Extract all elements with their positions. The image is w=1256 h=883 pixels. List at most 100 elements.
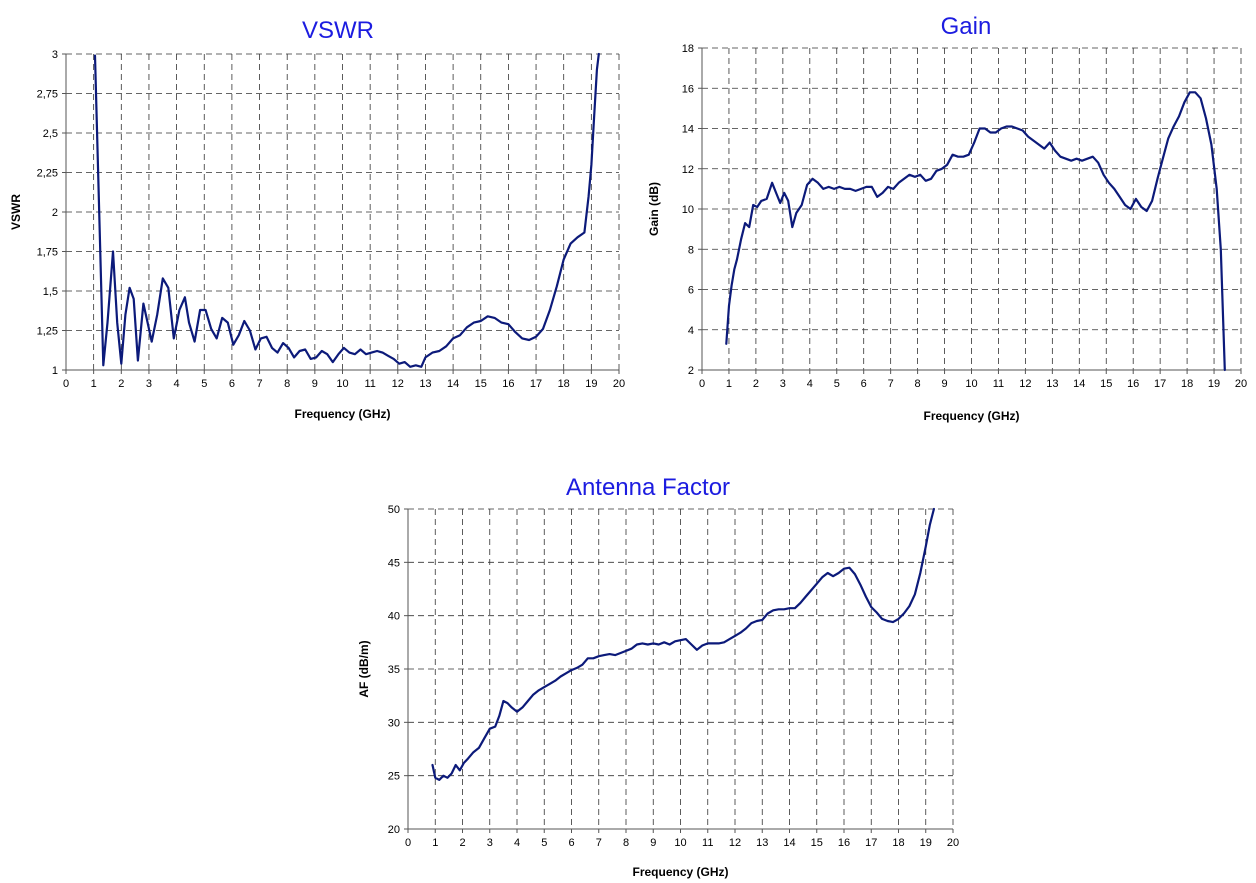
- x-tick-label: 6: [229, 378, 235, 390]
- x-tick-label: 2: [459, 837, 465, 849]
- x-tick-label: 20: [613, 378, 625, 390]
- y-axis-label: Gain (dB): [647, 182, 661, 236]
- x-tick-label: 15: [475, 378, 487, 390]
- y-tick-label: 40: [388, 611, 400, 623]
- x-tick-label: 11: [702, 837, 713, 849]
- x-tick-label: 2: [118, 378, 124, 390]
- y-tick-label: 8: [688, 244, 694, 256]
- x-tick-label: 11: [364, 378, 375, 390]
- x-axis-label: Frequency (GHz): [923, 409, 1019, 423]
- x-tick-label: 9: [312, 378, 318, 390]
- x-tick-label: 10: [336, 378, 348, 390]
- x-tick-label: 19: [920, 837, 932, 849]
- chart-title: VSWR: [302, 17, 374, 44]
- y-tick-label: 2,75: [37, 89, 58, 101]
- x-tick-label: 16: [502, 378, 514, 390]
- x-tick-label: 4: [514, 837, 520, 849]
- x-tick-label: 15: [1100, 378, 1112, 390]
- y-tick-label: 12: [682, 164, 694, 176]
- y-tick-label: 2: [688, 365, 694, 377]
- gain-chart: Gain 0 1 2 3 4 5 6 7 8 9 10 11 12 13 14 15 16 17 18 19 20 2 4 6 8…: [640, 0, 1256, 430]
- series-line: [93, 52, 600, 368]
- x-tick-label: 10: [965, 378, 977, 390]
- x-tick-label: 6: [861, 378, 867, 390]
- x-tick-label: 18: [892, 837, 904, 849]
- x-tick-label: 12: [1019, 378, 1031, 390]
- y-tick-label: 10: [682, 204, 694, 216]
- chart-title: Gain: [941, 13, 992, 40]
- x-tick-label: 8: [623, 837, 629, 849]
- x-tick-label: 17: [530, 378, 542, 390]
- y-tick-label: 1: [52, 365, 58, 377]
- x-tick-label: 13: [1046, 378, 1058, 390]
- x-tick-label: 6: [568, 837, 574, 849]
- x-tick-label: 14: [783, 837, 795, 849]
- x-tick-label: 18: [558, 378, 570, 390]
- y-tick-label: 35: [388, 664, 400, 676]
- gridlines: [66, 53, 620, 370]
- x-tick-label: 2: [753, 378, 759, 390]
- x-tick-label: 4: [807, 378, 813, 390]
- x-tick-label: 0: [699, 378, 705, 390]
- gridlines: [702, 47, 1242, 370]
- y-axis-label: AF (dB/m): [357, 640, 371, 697]
- x-tick-label: 12: [392, 378, 404, 390]
- x-tick-label: 1: [91, 378, 97, 390]
- gridlines: [408, 508, 954, 829]
- x-tick-label: 5: [201, 378, 207, 390]
- x-tick-label: 0: [63, 378, 69, 390]
- vswr-chart: VSWR 0 1 2 3 4 5 6 7 8 9 10 11 12 13 14 15 16 17 18 19 20 1 1,2…: [0, 0, 632, 430]
- y-tick-label: 18: [682, 43, 694, 55]
- y-tick-label: 2: [52, 207, 58, 219]
- y-tick-label: 14: [682, 124, 694, 136]
- x-tick-label: 16: [838, 837, 850, 849]
- x-tick-label: 20: [1235, 378, 1247, 390]
- y-tick-label: 1,75: [37, 247, 58, 259]
- x-tick-label: 11: [993, 378, 1004, 390]
- x-axis-label: Frequency (GHz): [632, 865, 728, 879]
- y-tick-label: 16: [682, 83, 694, 95]
- x-tick-label: 10: [674, 837, 686, 849]
- x-tick-label: 8: [915, 378, 921, 390]
- x-tick-label: 4: [174, 378, 180, 390]
- x-tick-label: 12: [729, 837, 741, 849]
- y-tick-label: 2,25: [37, 168, 58, 180]
- x-tick-label: 5: [834, 378, 840, 390]
- x-tick-label: 7: [256, 378, 262, 390]
- y-tick-label: 30: [388, 717, 400, 729]
- x-tick-label: 8: [284, 378, 290, 390]
- x-tick-label: 0: [405, 837, 411, 849]
- y-tick-label: 6: [688, 285, 694, 297]
- x-tick-label: 9: [650, 837, 656, 849]
- y-tick-label: 3: [52, 49, 58, 61]
- x-tick-label: 20: [947, 837, 959, 849]
- y-tick-label: 1,25: [37, 326, 58, 338]
- x-tick-label: 14: [447, 378, 459, 390]
- x-tick-label: 13: [419, 378, 431, 390]
- af-chart: Antenna Factor 0 1 2 3 4 5 6 7 8 9 10 11 12 13 14 15 16 17…: [340, 460, 980, 883]
- y-axis-label: VSWR: [9, 194, 23, 230]
- y-tick-label: 20: [388, 824, 400, 836]
- x-tick-label: 19: [585, 378, 597, 390]
- x-tick-label: 3: [780, 378, 786, 390]
- x-tick-label: 3: [146, 378, 152, 390]
- x-tick-label: 9: [941, 378, 947, 390]
- x-tick-label: 1: [432, 837, 438, 849]
- x-tick-label: 1: [726, 378, 732, 390]
- chart-title: Antenna Factor: [566, 474, 730, 501]
- x-tick-label: 13: [756, 837, 768, 849]
- x-tick-label: 15: [811, 837, 823, 849]
- series-line: [725, 91, 1226, 372]
- y-tick-label: 2,5: [43, 128, 58, 140]
- y-tick-label: 25: [388, 771, 400, 783]
- x-tick-label: 16: [1127, 378, 1139, 390]
- series-line: [431, 507, 936, 781]
- x-tick-label: 7: [888, 378, 894, 390]
- y-tick-label: 45: [388, 557, 400, 569]
- x-tick-label: 14: [1073, 378, 1085, 390]
- x-tick-label: 17: [1154, 378, 1166, 390]
- y-tick-label: 4: [688, 325, 694, 337]
